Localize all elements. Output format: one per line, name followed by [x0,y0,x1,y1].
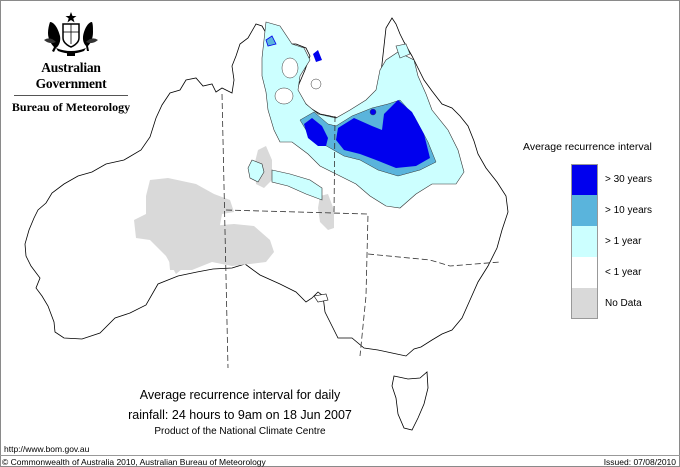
legend: > 30 years > 10 years > 1 year < 1 year … [571,164,652,319]
recurrence-gt30-region-island [313,50,322,62]
legend-item-gt1: > 1 year [571,226,652,257]
map-title-line-2: rainfall: 24 hours to 9am on 18 Jun 2007 [128,408,352,422]
recurrence-gt1-region-small-2 [271,169,323,201]
legend-swatch [571,195,598,226]
legend-swatch [571,226,598,257]
copyright-notice: © Commonwealth of Australia 2010, Austra… [2,457,266,467]
map-title-line-1: Average recurrence interval for daily [139,388,341,402]
org-name: Australian Government [35,60,107,91]
legend-swatch [571,288,598,319]
agency-name: Bureau of Meteorology [11,100,131,114]
legend-item-gt10: > 10 years [571,195,652,226]
legend-label: < 1 year [605,267,642,278]
agency-logo[interactable]: Australian Government Bureau of Meteorol… [8,10,134,115]
state-borders [221,93,501,369]
legend-item-gt30: > 30 years [571,164,652,195]
recurrence-gt30-region-west [304,118,328,146]
footer-divider [0,455,680,456]
legend-swatch [571,257,598,288]
legend-swatch [571,164,598,195]
coat-of-arms-icon [44,12,98,56]
legend-label: > 10 years [605,205,652,216]
recurrence-gt30-region-east [336,100,430,168]
no-data-region-nt-south [318,194,334,230]
legend-label: No Data [605,298,642,309]
legend-title: Average recurrence interval [523,141,652,153]
map-subtitle: Product of the National Climate Centre [154,426,326,437]
legend-label: > 30 years [605,174,652,185]
legend-item-no-data: No Data [571,288,652,319]
map-title: Average recurrence interval for daily ra… [100,385,380,439]
recurrence-gt1-region-small-1 [247,159,265,183]
tasmania-coastline [391,371,429,431]
legend-label: > 1 year [605,236,642,247]
no-data-region-south [168,224,274,270]
recurrence-gt1-region-cape [395,43,411,59]
legend-item-lt1: < 1 year [571,257,652,288]
divider [14,95,128,96]
issued-date: Issued: 07/08/2010 [603,457,676,467]
website-link[interactable]: http://www.bom.gov.au [4,444,90,454]
